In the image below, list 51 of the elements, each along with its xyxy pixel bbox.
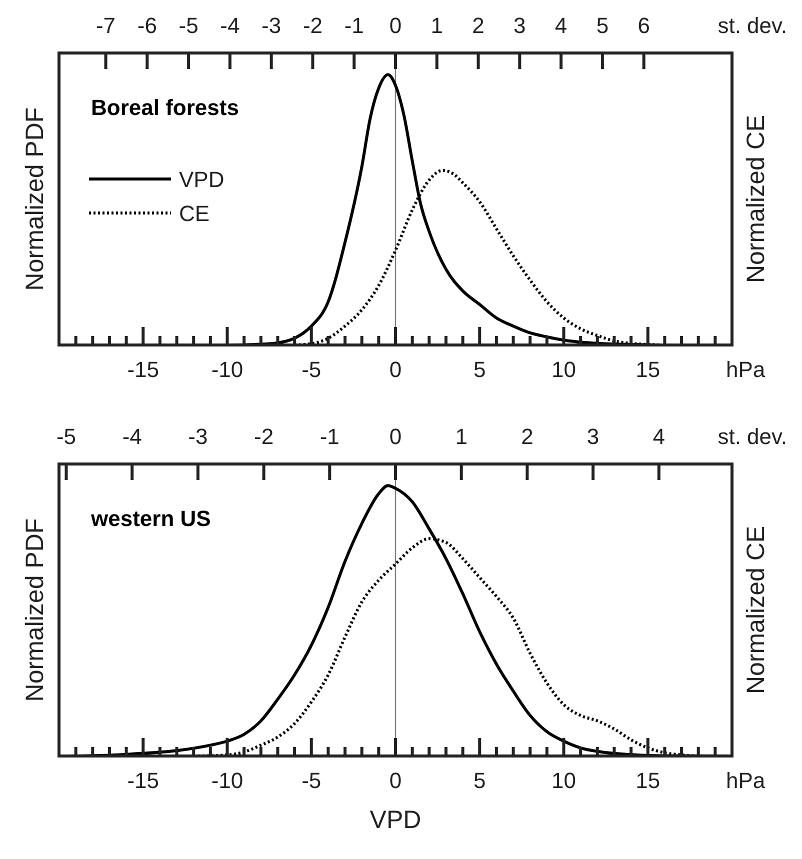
x2-tick-label: -6 <box>137 13 157 38</box>
x2-tick-label: 4 <box>554 13 568 38</box>
x2-tick-label: -2 <box>254 424 274 449</box>
x2-tick-label: -3 <box>262 13 282 38</box>
y-axis-title: Normalized PDF <box>21 107 49 291</box>
x2-tick-label: 3 <box>586 424 600 449</box>
y-axis-title: Normalized PDF <box>21 518 49 702</box>
y2-axis-title: Normalized CE <box>742 114 770 284</box>
text: VPD <box>370 806 422 834</box>
x-tick-label: -15 <box>127 768 160 793</box>
x2-axis-title: st. dev. <box>718 424 787 449</box>
x2-tick-label: 5 <box>596 13 609 38</box>
x2-tick-label: 6 <box>638 13 650 38</box>
x-tick-label: 10 <box>552 357 576 382</box>
x2-tick-label: 1 <box>455 424 468 449</box>
x-tick-label: -10 <box>211 357 244 382</box>
x2-tick-label: 0 <box>389 424 402 449</box>
x2-tick-label: 1 <box>430 13 444 38</box>
x-tick-label: 15 <box>636 357 660 382</box>
x-tick-label: -5 <box>302 768 322 793</box>
x-tick-label: -15 <box>127 357 160 382</box>
x2-tick-label: 0 <box>389 13 402 38</box>
x-tick-label: 15 <box>636 768 660 793</box>
text: Boreal forests <box>91 95 239 120</box>
x2-tick-label: -1 <box>344 13 364 38</box>
x2-tick-label: 2 <box>472 13 484 38</box>
legend-label: CE <box>179 201 210 226</box>
x2-tick-label: -1 <box>320 424 340 449</box>
x2-tick-label: -3 <box>188 424 208 449</box>
x-tick-label: 0 <box>389 357 402 382</box>
x2-axis-title: st. dev. <box>718 13 787 38</box>
x2-tick-label: 4 <box>652 424 666 449</box>
x2-tick-label: -5 <box>178 13 198 38</box>
x-axis-title: hPa <box>726 357 766 382</box>
x-tick-label: -10 <box>211 768 244 793</box>
x-tick-label: 0 <box>389 768 402 793</box>
x2-tick-label: -4 <box>220 13 240 38</box>
x-tick-label: 10 <box>552 768 576 793</box>
x2-tick-label: -2 <box>302 13 322 38</box>
x2-tick-label: -4 <box>122 424 142 449</box>
text: western US <box>90 506 211 531</box>
x2-tick-label: 2 <box>521 424 534 449</box>
x2-tick-label: 3 <box>514 13 526 38</box>
x-tick-label: -5 <box>302 357 322 382</box>
x2-tick-label: -7 <box>96 13 116 38</box>
legend-label: VPD <box>179 167 224 192</box>
y2-axis-title: Normalized CE <box>742 526 770 694</box>
x2-tick-label: -5 <box>56 424 76 449</box>
x-tick-label: 5 <box>474 768 486 793</box>
x-tick-label: 5 <box>474 357 486 382</box>
x-axis-title: hPa <box>726 768 766 793</box>
